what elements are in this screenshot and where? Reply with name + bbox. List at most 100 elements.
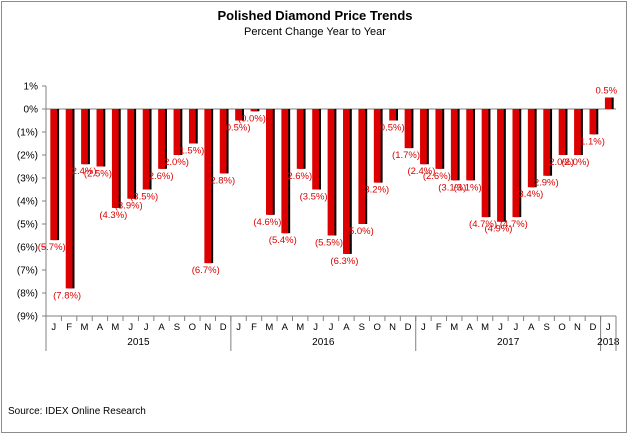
bar	[327, 109, 335, 236]
bar	[188, 109, 196, 144]
bar	[204, 109, 212, 264]
bar	[81, 109, 88, 165]
bar	[219, 109, 227, 174]
year-label: 2018	[597, 337, 620, 348]
bar	[296, 109, 304, 169]
data-label: (3.2%)	[361, 185, 389, 196]
data-label: (5.0%)	[346, 226, 374, 237]
x-tick-label: J	[313, 322, 318, 333]
data-label: (2.0%)	[546, 157, 574, 168]
data-label: (3.5%)	[300, 192, 328, 203]
data-label: (1.7%)	[392, 150, 420, 161]
data-label: (5.5%)	[315, 238, 343, 249]
data-label: (4.6%)	[253, 217, 281, 228]
data-label: (3.1%)	[454, 182, 482, 193]
bar	[235, 109, 242, 121]
bar	[404, 109, 412, 149]
data-label: (1.1%)	[577, 136, 605, 147]
data-label: (2.8%)	[207, 175, 235, 186]
bar	[96, 109, 104, 167]
bar	[312, 109, 319, 190]
year-label: 2017	[497, 337, 520, 348]
bar	[420, 109, 427, 165]
data-label: (4.9%)	[484, 224, 512, 235]
data-label: (2.0%)	[561, 157, 589, 168]
y-tick-label: (9%)	[17, 312, 38, 323]
bar	[466, 109, 474, 181]
x-tick-label: M	[450, 322, 458, 333]
x-tick-label: O	[189, 322, 196, 333]
data-label: (4.7%)	[469, 219, 497, 230]
data-label: (3.4%)	[515, 189, 543, 200]
bar	[574, 109, 581, 155]
x-tick-label: S	[174, 322, 180, 333]
x-tick-label: A	[466, 322, 473, 333]
bar	[497, 109, 504, 222]
bar	[527, 109, 535, 188]
bar	[389, 109, 397, 121]
x-tick-label: M	[481, 322, 489, 333]
x-tick-label: O	[558, 322, 565, 333]
x-tick-label: D	[589, 322, 596, 333]
x-tick-label: M	[111, 322, 119, 333]
y-tick-label: (4%)	[17, 197, 38, 208]
data-label: (4.7%)	[500, 219, 528, 230]
x-tick-label: D	[405, 322, 412, 333]
y-tick-label: (7%)	[17, 266, 38, 277]
x-tick-label: O	[374, 322, 381, 333]
y-tick-label: (5%)	[17, 220, 38, 231]
source-note: Source: IDEX Online Research	[8, 406, 146, 417]
year-label: 2015	[127, 337, 150, 348]
x-tick-label: J	[513, 322, 518, 333]
data-label: (0.0%)	[238, 113, 266, 124]
bar	[450, 109, 458, 181]
y-tick-label: (8%)	[17, 289, 38, 300]
bar	[158, 109, 165, 169]
bar	[111, 109, 119, 208]
data-label: (2.5%)	[84, 169, 112, 180]
data-label: (6.7%)	[192, 265, 220, 276]
bar	[373, 109, 381, 183]
bar	[250, 109, 258, 112]
data-label: (2.6%)	[284, 171, 312, 182]
bar	[173, 109, 181, 155]
data-label: (2.6%)	[423, 171, 451, 182]
data-label: (2.0%)	[161, 157, 189, 168]
bar	[127, 109, 135, 199]
y-tick-label: (3%)	[17, 174, 38, 185]
x-tick-label: M	[81, 322, 89, 333]
data-label: (4.3%)	[99, 210, 127, 221]
x-tick-label: J	[329, 322, 334, 333]
data-label: (0.5%)	[223, 123, 251, 134]
x-tick-label: M	[265, 322, 273, 333]
bar	[589, 109, 597, 135]
x-tick-label: A	[343, 322, 350, 333]
data-label: (5.4%)	[269, 235, 297, 246]
y-tick-label: 1%	[24, 82, 39, 93]
x-tick-label: A	[282, 322, 289, 333]
bar	[265, 109, 273, 215]
data-label: (2.9%)	[531, 178, 559, 189]
bar	[50, 109, 58, 241]
data-label: (3.5%)	[130, 192, 158, 203]
x-tick-label: A	[97, 322, 104, 333]
data-label: (0.5%)	[377, 123, 405, 134]
bar	[543, 109, 551, 176]
chart-subtitle: Percent Change Year to Year	[244, 26, 386, 38]
data-label: (3.1%)	[438, 182, 466, 193]
data-label: (5.7%)	[38, 242, 66, 253]
x-tick-label: S	[544, 322, 550, 333]
data-label: (6.3%)	[330, 256, 358, 267]
data-label: (3.9%)	[115, 201, 143, 212]
x-tick-label: J	[144, 322, 149, 333]
bar	[481, 109, 489, 218]
y-tick-label: (1%)	[17, 128, 38, 139]
x-tick-label: J	[128, 322, 133, 333]
bar	[512, 109, 520, 218]
year-label: 2016	[312, 337, 335, 348]
bar	[343, 109, 350, 254]
x-tick-label: N	[389, 322, 396, 333]
data-label: (2.4%)	[69, 166, 97, 177]
